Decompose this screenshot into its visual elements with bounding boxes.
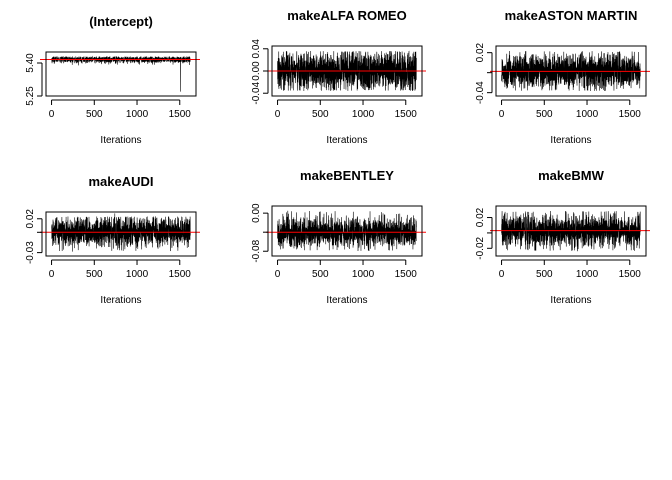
x-tick-label: 1000 [126,269,149,280]
x-tick-label: 0 [499,109,505,120]
x-tick-label: 0 [49,269,55,280]
plot-frame [495,45,647,97]
x-axis-label: Iterations [326,135,367,146]
trace-panel-4: makeAUDI 0 500 1000 1500 Iterations -0.03 0.02 [25,174,200,306]
y-tick-label: -0.02 [475,236,486,259]
x-axis-label: Iterations [550,295,591,306]
x-tick-label: 1500 [395,269,418,280]
plot-frame [495,205,647,257]
x-axis: 0 500 1000 1500 [499,259,642,280]
x-axis: 0 500 1000 1500 [275,259,418,280]
x-axis: 0 500 1000 1500 [275,99,418,120]
x-tick-label: 1000 [352,109,375,120]
x-tick-label: 500 [86,109,103,120]
trace-line [51,213,191,252]
x-axis-label: Iterations [100,295,141,306]
x-axis-label: Iterations [100,135,141,146]
plot-frame [271,45,423,97]
x-axis: 0 500 1000 1500 [49,259,192,280]
y-tick-label: -0.04 [475,81,486,104]
x-tick-label: 0 [499,269,505,280]
trace-panel-2: makeALFA ROMEO 0 500 1000 1500 Iterations -0.0… [251,8,426,146]
x-tick-label: 500 [536,109,553,120]
y-tick-label: 0.04 [251,39,262,59]
y-tick-label: 0.02 [25,209,36,229]
x-tick-label: 1500 [169,109,192,120]
y-tick-label: 0.00 [251,203,262,223]
x-tick-label: 1500 [619,269,642,280]
x-tick-label: 0 [275,109,281,120]
trace-line [277,50,417,91]
y-tick-label: -0.03 [25,241,36,264]
x-tick-label: 500 [536,269,553,280]
trace-panel-5: makeBENTLEY 0 500 1000 1500 Iterations -0.08 0.… [251,168,426,306]
y-tick-label: 0.02 [475,207,486,227]
x-tick-label: 1500 [619,109,642,120]
trace-panel-3: makeASTON MARTIN 0 500 1000 1500 Iterations -0… [475,8,650,146]
y-axis: -0.02 0.02 [475,207,493,260]
x-axis: 0 500 1000 1500 [499,99,642,120]
x-tick-label: 500 [86,269,103,280]
panel-title: makeAUDI [88,174,153,189]
y-tick-label: 0.02 [475,42,486,62]
panel-title: makeASTON MARTIN [505,8,638,23]
x-axis-label: Iterations [326,295,367,306]
x-tick-label: 500 [312,269,329,280]
x-tick-label: 1000 [576,269,599,280]
plot-frame [271,205,423,257]
x-tick-label: 1500 [169,269,192,280]
x-tick-label: 1000 [126,109,149,120]
x-tick-label: 1500 [395,109,418,120]
trace-panel-1: (Intercept) 0 500 1000 1500 Iterations 5.25 5.4… [25,14,200,146]
y-axis: 5.25 5.40 [25,53,43,106]
x-axis: 0 500 1000 1500 [49,99,192,120]
y-tick-label: 5.25 [25,86,36,106]
plot-frame [45,51,197,97]
x-axis-label: Iterations [550,135,591,146]
y-axis: -0.040.00 0.04 [251,39,269,105]
x-tick-label: 1000 [576,109,599,120]
panel-title: (Intercept) [89,14,153,29]
y-axis: -0.04 0.02 [475,42,493,104]
x-tick-label: 500 [312,109,329,120]
panel-title: makeALFA ROMEO [287,8,406,23]
trace-panel-6: makeBMW 0 500 1000 1500 Iterations -0.02 0.02 [475,168,650,306]
x-tick-label: 0 [275,269,281,280]
x-tick-label: 1000 [352,269,375,280]
y-tick-label: -0.08 [251,239,262,262]
y-axis: -0.08 0.00 [251,203,269,263]
plot-frame [45,211,197,257]
y-tick-label: 5.40 [25,53,36,73]
x-tick-label: 0 [49,109,55,120]
trace-line [501,51,641,92]
panel-title: makeBENTLEY [300,168,394,183]
panel-title: makeBMW [538,168,604,183]
y-tick-label: -0.04 [251,81,262,104]
y-tick-label: 0.00 [251,61,262,81]
y-axis: -0.03 0.02 [25,209,43,264]
